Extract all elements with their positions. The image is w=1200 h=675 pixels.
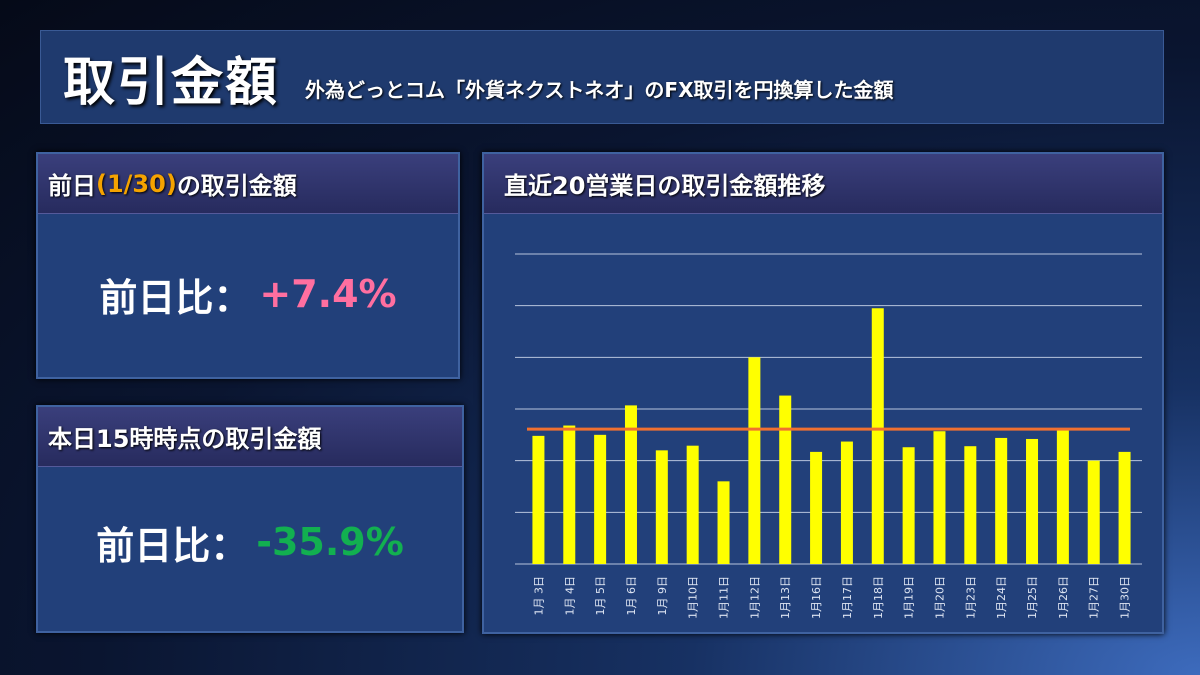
x-tick-label: 1月 3日 [532,576,545,616]
bar [563,425,576,564]
prev-day-panel: 前日 (1/30) の取引金額 前日比： +7.4% [36,152,460,379]
chart-title: 直近20営業日の取引金額推移 [484,154,1162,214]
x-tick-label: 1月19日 [903,576,916,619]
x-tick-label: 1月23日 [964,576,977,619]
bar [655,450,668,564]
x-tick-label: 1月24日 [995,576,1008,619]
x-tick-label: 1月18日 [872,576,885,619]
x-tick-label: 1月 5日 [594,576,607,616]
title-text: 前日 [48,172,96,200]
x-tick-label: 1月16日 [810,576,823,619]
x-tick-label: 1月13日 [779,576,792,619]
x-tick-label: 1月17日 [841,576,854,619]
bar [717,481,730,564]
bar [624,405,637,564]
bar [810,451,823,564]
bar [532,435,545,564]
today-panel: 本日15時時点の取引金額 前日比： -35.9% [36,405,464,633]
header: 取引金額 外為どっとコム「外貨ネクストネオ」のFX取引を円換算した金額 [40,30,1164,124]
bar [902,447,915,564]
bar [779,395,792,564]
bar [871,308,884,564]
x-tick-label: 1月 6日 [625,576,638,616]
bar [995,437,1008,564]
x-tick-label: 1月 9日 [656,576,669,616]
page-title: 取引金額 [63,52,280,113]
x-tick-label: 1月 4日 [563,576,576,616]
x-tick-label: 1月27日 [1088,576,1101,619]
x-tick-label: 1月26日 [1057,576,1070,619]
title-text: の取引金額 [176,172,297,200]
prev-day-date: (1/30) [96,169,177,198]
bar [1087,460,1100,564]
bar [686,445,699,564]
bar [594,434,607,564]
bar [1118,451,1131,564]
change-label: 前日比： [96,523,249,568]
x-tick-label: 1月20日 [933,576,946,619]
prev-day-change: 前日比： +7.4% [38,214,458,374]
change-value: -35.9% [256,520,404,564]
today-title: 本日15時時点の取引金額 [38,407,462,467]
x-tick-label: 1月25日 [1026,576,1039,619]
x-tick-label: 1月30日 [1119,576,1132,619]
chart-panel: 直近20営業日の取引金額推移 1月 3日 1月 4日 1月 5日 1月 6日 1月 9日… [482,152,1164,634]
page-subtitle: 外為どっとコム「外貨ネクストネオ」のFX取引を円換算した金額 [305,77,894,102]
bar [964,446,977,564]
today-change: 前日比： -35.9% [38,467,462,617]
x-tick-label: 1月10日 [687,576,700,619]
change-label: 前日比： [99,275,252,320]
prev-day-title: 前日 (1/30) の取引金額 [38,154,458,214]
bar [748,357,761,564]
change-value: +7.4% [259,272,397,316]
bar [1056,430,1069,564]
x-tick-label: 1月11日 [718,576,731,619]
bar [933,431,946,564]
bar [840,441,853,564]
bar [1026,438,1039,564]
bar-chart: 1月 3日 1月 4日 1月 5日 1月 6日 1月 9日 1月10日 1月11日 1月12日… [515,253,1142,619]
x-tick-label: 1月12日 [748,576,761,619]
